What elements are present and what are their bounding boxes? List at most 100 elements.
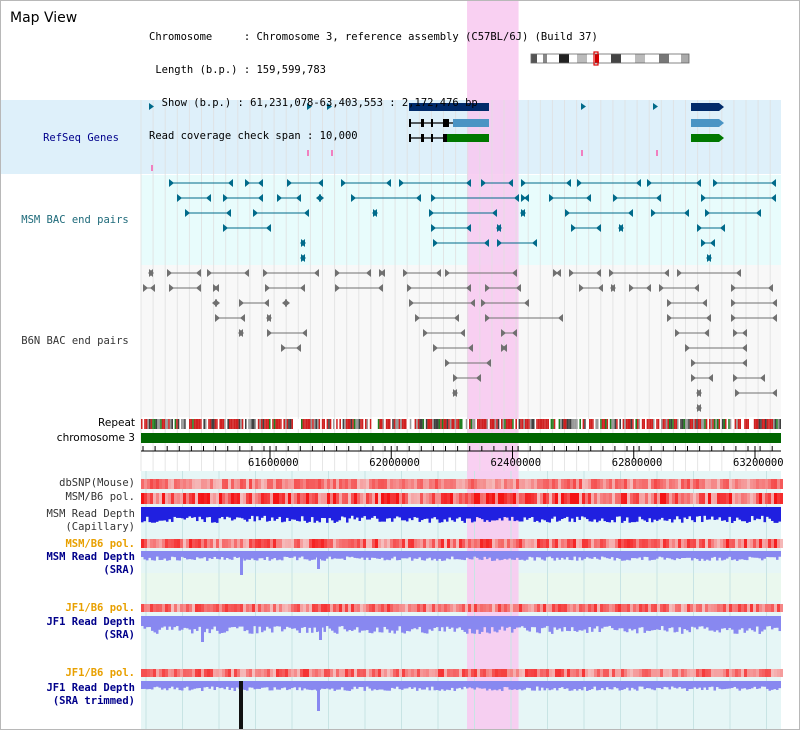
jf1-b6-pol-cell	[582, 604, 585, 612]
msm-depth-sra-bar	[773, 551, 776, 558]
jf1-depth-sra-bar	[743, 616, 746, 633]
msm-bac-pair-end	[524, 194, 529, 202]
jf1-depth-sra-bar	[408, 616, 411, 632]
msm-b6-pol-cell	[630, 493, 633, 504]
msm-depth-capillary-bar	[466, 507, 469, 519]
msm-depth-sra-bar	[711, 551, 714, 558]
jf1-b6-pol-cell	[546, 604, 549, 612]
msm-depth-capillary-bar	[276, 507, 279, 520]
repeat-segment	[752, 419, 754, 429]
jf1-depth-trim-bar	[726, 681, 729, 689]
msm-bac-pair-end	[566, 179, 571, 187]
jf1-depth-sra-bar	[558, 616, 561, 629]
msm-b6-pol-cell	[471, 539, 474, 548]
jf1-depth-sra-bar	[501, 616, 504, 627]
jf1-depth-sra-bar	[453, 616, 456, 632]
jf1-b6-pol-cell	[405, 669, 408, 677]
msm-b6-pol-cell	[210, 539, 213, 548]
repeat-segment	[296, 419, 298, 429]
dbsnp-cell	[393, 479, 396, 489]
repeat-segment	[605, 419, 607, 429]
repeat-segment	[379, 419, 381, 429]
msm-depth-sra-bar	[246, 551, 249, 560]
msm-bac-pair-end	[656, 194, 661, 202]
repeat-segment	[451, 419, 453, 429]
chromosome-info: Chromosome : Chromosome 3, reference ass…	[149, 10, 598, 164]
msm-b6-pol-cell	[618, 539, 621, 548]
track-label-b6n-bac[interactable]: B6N BAC end pairs	[21, 335, 129, 347]
repeat-segment	[613, 419, 615, 429]
msm-b6-pol-cell	[483, 539, 486, 548]
jf1-depth-sra-bar	[338, 616, 341, 627]
b6n-bac-pair-end	[453, 374, 458, 382]
jf1-depth-trim-bar	[406, 681, 409, 689]
jf1-b6-pol-cell	[621, 669, 624, 677]
dbsnp-cell	[333, 479, 336, 489]
msm-b6-pol-cell	[477, 539, 480, 548]
msm-depth-sra-bar	[503, 551, 506, 559]
msm-depth-capillary-bar	[278, 507, 281, 517]
repeat-segment	[685, 419, 687, 429]
jf1-b6-pol-cell	[516, 604, 519, 612]
dbsnp-cell	[216, 479, 219, 489]
jf1-b6-pol-cell	[303, 604, 306, 612]
msm-depth-sra-bar	[386, 551, 389, 560]
jf1-b6-pol-cell	[486, 604, 489, 612]
repeat-segment	[363, 419, 365, 429]
msm-depth-sra-bar	[153, 551, 156, 561]
jf1-depth-trim-bar	[436, 681, 439, 690]
track-label-refseq[interactable]: RefSeq Genes	[43, 132, 119, 144]
repeat-segment	[325, 419, 327, 429]
repeat-segment	[256, 419, 258, 429]
repeat-segment	[297, 419, 300, 429]
repeat-segment	[721, 419, 724, 429]
jf1-b6-pol-cell	[561, 669, 564, 677]
msm-b6-pol-cell	[477, 493, 480, 504]
jf1-depth-sra-bar	[386, 616, 389, 630]
repeat-segment	[222, 419, 225, 429]
jf1-b6-pol-cell	[357, 604, 360, 612]
jf1-depth-sra-bar	[493, 616, 496, 632]
jf1-b6-pol-cell	[360, 604, 363, 612]
jf1-depth-sra-bar	[368, 616, 371, 633]
jf1-b6-pol-cell	[717, 669, 720, 677]
msm-b6-pol-cell	[654, 493, 657, 504]
msm-depth-sra-bar	[518, 551, 521, 560]
msm-b6-pol-cell	[273, 493, 276, 504]
msm-bac-pair-end	[416, 194, 421, 202]
jf1-depth-trim-bar	[463, 681, 466, 687]
jf1-depth-sra-bar	[431, 616, 434, 631]
dbsnp-cell	[351, 479, 354, 489]
jf1-b6-pol-cell	[639, 669, 642, 677]
gene-tick	[151, 165, 153, 171]
jf1-depth-sra-bar	[278, 616, 281, 627]
jf1-depth-sra-bar	[588, 616, 591, 628]
jf1-depth-trim-bar	[378, 681, 381, 690]
msm-b6-pol-cell	[252, 493, 255, 504]
jf1-b6-pol-cell	[255, 669, 258, 677]
jf1-depth-trim-bar	[226, 681, 229, 687]
msm-depth-sra-bar	[238, 551, 241, 558]
track-label-msm-bac[interactable]: MSM BAC end pairs	[21, 214, 129, 226]
msm-depth-sra-bar	[151, 551, 154, 561]
msm-depth-sra-bar	[223, 551, 226, 560]
jf1-b6-pol-cell	[222, 604, 225, 612]
jf1-b6-pol-cell	[732, 669, 735, 677]
msm-depth-sra-bar	[453, 551, 456, 560]
repeat-segment	[179, 419, 181, 429]
jf1-depth-sra-bar	[208, 616, 211, 634]
msm-b6-pol-cell	[231, 539, 234, 548]
jf1-depth-sra-bar	[178, 616, 181, 631]
jf1-depth-sra-bar	[306, 616, 309, 633]
jf1-depth-sra-bar	[701, 616, 704, 627]
msm-depth-capillary-bar	[283, 507, 286, 522]
jf1-depth-trim-bar	[651, 681, 654, 690]
jf1-depth-trim-bar	[383, 681, 386, 691]
repeat-segment	[293, 419, 295, 429]
msm-depth-sra-bar	[703, 551, 706, 561]
dbsnp-cell	[426, 479, 429, 489]
jf1-depth-sra-bar	[546, 616, 549, 627]
jf1-b6-pol-cell	[159, 669, 162, 677]
repeat-segment	[664, 419, 666, 429]
jf1-b6-pol-cell	[780, 604, 783, 612]
